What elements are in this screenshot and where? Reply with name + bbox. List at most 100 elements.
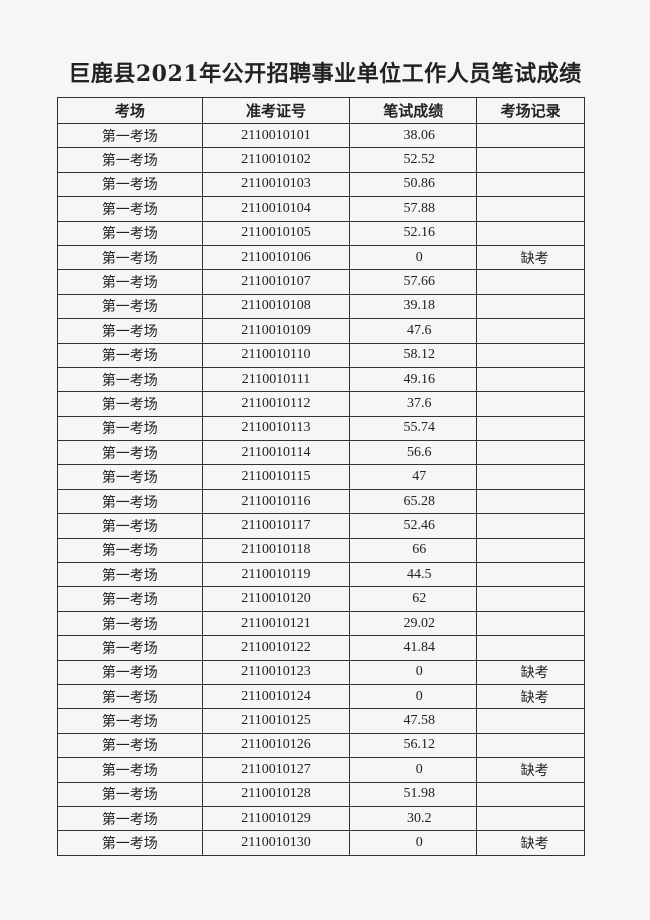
- id-cell: 2110010115: [201, 464, 351, 490]
- note-cell: [476, 805, 585, 832]
- score-cell: 47.6: [349, 318, 478, 344]
- score-cell: 58.12: [349, 342, 478, 368]
- room-cell: 第一考场: [57, 391, 203, 417]
- room-cell: 第一考场: [57, 415, 203, 442]
- score-cell: 39.18: [349, 293, 478, 320]
- score-cell: 52.52: [349, 147, 478, 173]
- table-row: 第一考场 2110010122 41.84: [57, 635, 585, 661]
- table-row: 第一考场 2110010127 0 缺考: [57, 757, 585, 783]
- note-cell: [476, 342, 585, 368]
- table-row: 第一考场 2110010115 47: [57, 464, 585, 490]
- header-row: 考场 准考证号 笔试成绩 考场记录: [57, 97, 585, 124]
- room-cell: 第一考场: [57, 269, 203, 295]
- table-row: 第一考场 2110010113 55.74: [57, 415, 585, 442]
- score-cell: 30.2: [349, 805, 478, 832]
- id-cell: 2110010119: [201, 562, 351, 588]
- note-cell: [476, 196, 585, 222]
- table-row: 第一考场 2110010118 66: [57, 537, 585, 564]
- note-cell: [476, 415, 585, 442]
- room-cell: 第一考场: [57, 757, 203, 783]
- id-cell: 2110010123: [201, 659, 351, 685]
- score-cell: 0: [349, 830, 478, 856]
- note-cell: [476, 269, 585, 295]
- id-cell: 2110010113: [201, 415, 351, 442]
- score-cell: 51.98: [349, 781, 478, 807]
- header-cell: 考场: [57, 97, 203, 124]
- score-cell: 62: [349, 586, 478, 612]
- table-row: 第一考场 2110010120 62: [57, 586, 585, 612]
- room-cell: 第一考场: [57, 196, 203, 222]
- id-cell: 2110010128: [201, 781, 351, 807]
- id-cell: 2110010121: [201, 610, 351, 637]
- header-cell: 考场记录: [476, 97, 585, 124]
- table-row: 第一考场 2110010117 52.46: [57, 513, 585, 539]
- table-row: 第一考场 2110010126 56.12: [57, 732, 585, 759]
- score-cell: 57.88: [349, 196, 478, 222]
- note-cell: [476, 220, 585, 246]
- room-cell: 第一考场: [57, 244, 203, 271]
- document-title: 巨鹿县2021年公开招聘事业单位工作人员笔试成绩: [68, 61, 582, 87]
- header-cell: 准考证号: [201, 97, 351, 124]
- id-cell: 2110010127: [201, 757, 351, 783]
- id-cell: 2110010101: [201, 122, 351, 149]
- note-cell: 缺考: [476, 683, 585, 710]
- score-cell: 38.06: [349, 122, 478, 149]
- room-cell: 第一考场: [57, 537, 203, 564]
- id-cell: 2110010126: [201, 732, 351, 759]
- room-cell: 第一考场: [57, 464, 203, 490]
- id-cell: 2110010122: [201, 635, 351, 661]
- table-row: 第一考场 2110010121 29.02: [57, 610, 585, 637]
- table-row: 第一考场 2110010105 52.16: [57, 220, 585, 246]
- table-row: 第一考场 2110010129 30.2: [57, 805, 585, 832]
- room-cell: 第一考场: [57, 683, 203, 710]
- table-row: 第一考场 2110010101 38.06: [57, 122, 585, 149]
- score-cell: 37.6: [349, 391, 478, 417]
- room-cell: 第一考场: [57, 732, 203, 759]
- table-row: 第一考场 2110010130 0 缺考: [57, 830, 585, 856]
- score-cell: 47.58: [349, 708, 478, 734]
- score-cell: 66: [349, 537, 478, 564]
- id-cell: 2110010103: [201, 171, 351, 198]
- note-cell: [476, 318, 585, 344]
- score-cell: 56.12: [349, 732, 478, 759]
- room-cell: 第一考场: [57, 513, 203, 539]
- id-cell: 2110010116: [201, 488, 351, 515]
- table-row: 第一考场 2110010123 0 缺考: [57, 659, 585, 685]
- room-cell: 第一考场: [57, 147, 203, 173]
- score-cell: 52.46: [349, 513, 478, 539]
- note-cell: [476, 610, 585, 637]
- room-cell: 第一考场: [57, 293, 203, 320]
- note-cell: [476, 366, 585, 393]
- note-cell: [476, 708, 585, 734]
- note-cell: [476, 293, 585, 320]
- id-cell: 2110010111: [201, 366, 351, 393]
- note-cell: [476, 586, 585, 612]
- room-cell: 第一考场: [57, 586, 203, 612]
- note-cell: [476, 513, 585, 539]
- score-table: 考场 准考证号 笔试成绩 考场记录 第一考场 2110010101 38.06 第一考场 21…: [57, 97, 585, 856]
- table-row: 第一考场 2110010108 39.18: [57, 293, 585, 320]
- table-row: 第一考场 2110010102 52.52: [57, 147, 585, 173]
- id-cell: 2110010107: [201, 269, 351, 295]
- score-cell: 29.02: [349, 610, 478, 637]
- table-row: 第一考场 2110010110 58.12: [57, 342, 585, 368]
- room-cell: 第一考场: [57, 635, 203, 661]
- note-cell: 缺考: [476, 244, 585, 271]
- id-cell: 2110010114: [201, 440, 351, 466]
- score-cell: 0: [349, 757, 478, 783]
- score-cell: 49.16: [349, 366, 478, 393]
- score-cell: 0: [349, 244, 478, 271]
- id-cell: 2110010129: [201, 805, 351, 832]
- table-row: 第一考场 2110010119 44.5: [57, 562, 585, 588]
- note-cell: [476, 440, 585, 466]
- room-cell: 第一考场: [57, 318, 203, 344]
- room-cell: 第一考场: [57, 488, 203, 515]
- id-cell: 2110010102: [201, 147, 351, 173]
- table-row: 第一考场 2110010107 57.66: [57, 269, 585, 295]
- note-cell: [476, 562, 585, 588]
- score-cell: 0: [349, 683, 478, 710]
- table-row: 第一考场 2110010111 49.16: [57, 366, 585, 393]
- room-cell: 第一考场: [57, 171, 203, 198]
- score-cell: 55.74: [349, 415, 478, 442]
- note-cell: 缺考: [476, 830, 585, 856]
